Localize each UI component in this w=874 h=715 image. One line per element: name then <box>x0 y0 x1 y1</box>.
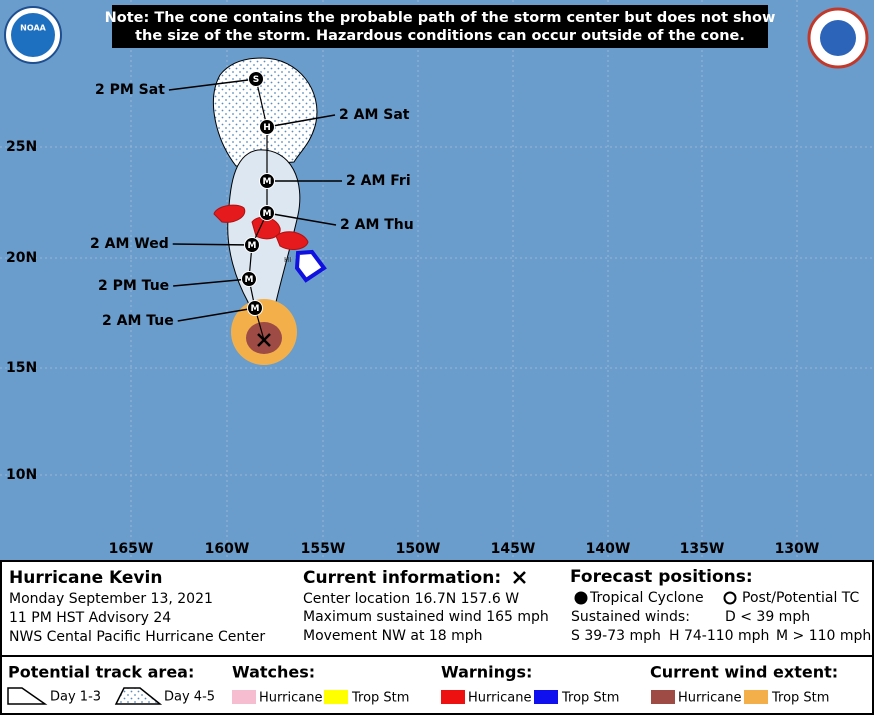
note-box <box>112 5 768 48</box>
swatch <box>232 690 256 704</box>
leader-line <box>266 114 336 128</box>
point-label: 2 AM Thu <box>340 217 414 233</box>
note-line: Note: The cone contains the probable pat… <box>105 10 776 26</box>
legend-text: Sustained winds: <box>571 609 690 625</box>
tc-icon <box>574 591 588 605</box>
legend-title: Current wind extent: <box>650 663 838 682</box>
swatch <box>324 690 348 704</box>
lon-label: 150W <box>396 541 441 557</box>
leader-line <box>168 78 257 91</box>
noaa-logo-text: NOAA <box>20 24 46 33</box>
point-marker-letter: H <box>263 123 271 133</box>
legend-text: Hurricane <box>259 691 322 706</box>
lon-label: 135W <box>680 541 725 557</box>
legend-title: Watches: <box>232 663 315 682</box>
point-marker <box>247 300 263 316</box>
legend-text: Hurricane <box>678 691 741 706</box>
lon-label: 140W <box>586 541 631 557</box>
legend-text: H 74-110 mph <box>669 628 769 644</box>
legend-title: Potential track area: <box>8 663 194 682</box>
graticule: 25N 20N 15N 10N 165W 160W 155W 150W 145W 140W 135W… <box>0 0 874 560</box>
info-line: 11 PM HST Advisory 24 <box>9 610 171 626</box>
day-1-3-icon <box>7 687 48 705</box>
swatch <box>651 690 675 704</box>
forecast-track: 2 PM Sat S 2 AM Sat H 2 AM Fri M 2 AM Thu M 2 AM… <box>90 71 414 341</box>
legend-text: Trop Stm <box>561 691 619 706</box>
ocean <box>0 0 874 560</box>
hurricane-warning-area <box>251 216 281 240</box>
legend-title: Warnings: <box>441 663 532 682</box>
leader-line <box>172 243 253 246</box>
point-marker <box>259 173 275 189</box>
legend-panel <box>0 560 874 715</box>
lon-label: 165W <box>109 541 154 557</box>
legend-text: Hurricane <box>468 691 531 706</box>
info-line: Monday September 13, 2021 <box>9 591 213 607</box>
current-position <box>257 333 271 347</box>
lat-label: 25N <box>6 139 37 155</box>
point-label: 2 PM Tue <box>98 278 169 294</box>
place-label: HI <box>284 256 291 264</box>
lat-label: 20N <box>6 250 37 266</box>
current-title: Current information: <box>303 568 501 588</box>
point-marker <box>244 237 260 253</box>
nws-logo-inner <box>820 20 856 56</box>
legend-text: Day 1-3 <box>50 690 101 705</box>
point-marker <box>248 71 264 87</box>
noaa-logo-inner <box>11 13 55 57</box>
point-marker-letter: M <box>263 209 272 219</box>
info-line: NWS Cental Pacific Hurricane Center <box>9 629 265 645</box>
legend-text: Tropical Cyclone <box>589 590 704 606</box>
current-x <box>257 333 271 347</box>
current-line: Movement NW at 18 mph <box>303 628 483 644</box>
point-label: 2 PM Sat <box>95 82 165 98</box>
swatch <box>534 690 558 704</box>
legend-text: Day 4-5 <box>164 690 215 705</box>
storm-name: Hurricane Kevin <box>9 568 162 588</box>
point-marker <box>259 119 275 135</box>
leader-line <box>173 278 250 287</box>
legend-text: D < 39 mph <box>725 609 810 625</box>
legend-text: Trop Stm <box>351 691 409 706</box>
forecast-title: Forecast positions: <box>570 567 753 587</box>
point-marker-letter: M <box>248 241 257 251</box>
point-marker-letter: M <box>245 275 254 285</box>
day-4-5-icon <box>114 687 163 705</box>
note-line: the size of the storm. Hazardous conditi… <box>135 28 745 44</box>
point-marker-letter: S <box>253 75 259 85</box>
lon-label: 145W <box>491 541 536 557</box>
legend-text: S 39-73 mph <box>571 628 661 644</box>
legend-text: Post/Potential TC <box>742 590 860 606</box>
current-line: Maximum sustained wind 165 mph <box>303 609 549 625</box>
leader-line <box>266 212 337 226</box>
lon-label: 130W <box>775 541 820 557</box>
leader-line <box>177 307 256 322</box>
lon-label: 155W <box>301 541 346 557</box>
current-line: Center location 16.7N 157.6 W <box>303 591 519 607</box>
point-marker-letter: M <box>251 304 260 314</box>
lat-label: 15N <box>6 360 37 376</box>
point-marker <box>259 205 275 221</box>
point-label: 2 AM Tue <box>102 313 174 329</box>
legend-text: Trop Stm <box>771 691 829 706</box>
point-marker-letter: M <box>263 177 272 187</box>
hurricane-warning-area <box>213 204 246 223</box>
point-label: 2 AM Sat <box>339 107 410 123</box>
point-marker <box>241 271 257 287</box>
trop-storm-warning-area <box>294 249 327 283</box>
post-tc-icon <box>723 591 737 605</box>
swatch <box>441 690 465 704</box>
panel-border <box>0 560 874 715</box>
point-label: 2 AM Fri <box>346 173 411 189</box>
legend-text: M > 110 mph <box>776 628 871 644</box>
hurricane-warning-area <box>275 231 309 250</box>
point-label: 2 AM Wed <box>90 236 169 252</box>
swatch <box>744 690 768 704</box>
current-icon <box>513 571 526 584</box>
lat-label: 10N <box>6 467 37 483</box>
lon-label: 160W <box>205 541 250 557</box>
